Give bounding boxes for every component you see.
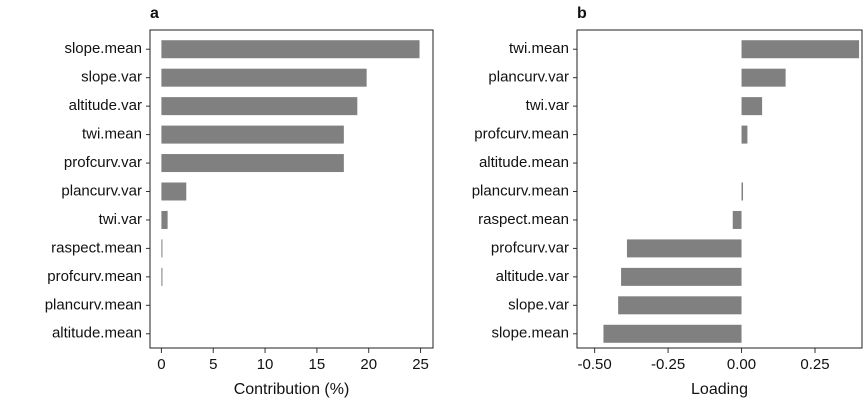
- y-tick-label: plancurv.var: [488, 69, 569, 86]
- y-tick-label: plancurv.mean: [472, 182, 569, 199]
- y-tick-label: slope.mean: [64, 40, 142, 57]
- x-axis-title: Contribution (%): [234, 381, 350, 398]
- bar: [161, 125, 344, 144]
- bar: [741, 68, 786, 87]
- bar: [741, 40, 860, 59]
- y-tick-label: altitude.mean: [479, 154, 569, 171]
- panel-title: b: [577, 5, 587, 22]
- x-tick-label: -0.25: [651, 356, 685, 373]
- y-tick-label: twi.mean: [509, 40, 569, 57]
- y-tick-label: profcurv.var: [64, 154, 142, 171]
- y-tick-label: slope.var: [81, 69, 142, 86]
- bar: [741, 97, 763, 116]
- x-tick-label: 0: [157, 356, 165, 373]
- y-tick-label: profcurv.var: [491, 239, 569, 256]
- y-tick-label: altitude.var: [69, 97, 142, 114]
- x-tick-label: 10: [257, 356, 274, 373]
- x-tick-label: 20: [360, 356, 377, 373]
- y-tick-label: altitude.var: [496, 268, 569, 285]
- y-tick-label: slope.mean: [491, 325, 569, 342]
- x-tick-label: -0.50: [578, 356, 612, 373]
- bar: [161, 267, 163, 286]
- y-tick-label: twi.var: [99, 211, 142, 228]
- bar: [741, 125, 748, 144]
- y-tick-label: twi.var: [526, 97, 569, 114]
- plot-frame: [576, 29, 863, 349]
- bar: [161, 239, 163, 258]
- x-tick-label: 0.00: [727, 356, 756, 373]
- bar: [618, 296, 742, 315]
- y-tick-label: twi.mean: [82, 126, 142, 143]
- y-tick-label: plancurv.mean: [45, 296, 142, 313]
- y-tick-label: profcurv.mean: [47, 268, 142, 285]
- bar: [626, 239, 742, 258]
- panel-title: a: [150, 5, 159, 22]
- bar: [161, 68, 367, 87]
- x-axis-title: Loading: [691, 381, 748, 398]
- plot-frame: [149, 29, 434, 349]
- x-tick-label: 15: [309, 356, 326, 373]
- bar: [161, 154, 344, 173]
- x-tick-label: 0.25: [800, 356, 829, 373]
- y-tick-label: plancurv.var: [61, 182, 142, 199]
- x-tick-label: 25: [412, 356, 429, 373]
- y-tick-label: altitude.mean: [52, 325, 142, 342]
- y-tick-label: profcurv.mean: [474, 126, 569, 143]
- x-tick-label: 5: [209, 356, 217, 373]
- y-tick-label: slope.var: [508, 296, 569, 313]
- bar: [161, 40, 420, 59]
- bar: [161, 97, 358, 116]
- bar: [161, 182, 187, 201]
- bar: [621, 267, 742, 286]
- bar: [161, 210, 168, 229]
- bar: [732, 210, 742, 229]
- y-tick-label: raspect.mean: [51, 239, 142, 256]
- y-tick-label: raspect.mean: [478, 211, 569, 228]
- bar: [603, 324, 742, 343]
- bar: [741, 182, 744, 201]
